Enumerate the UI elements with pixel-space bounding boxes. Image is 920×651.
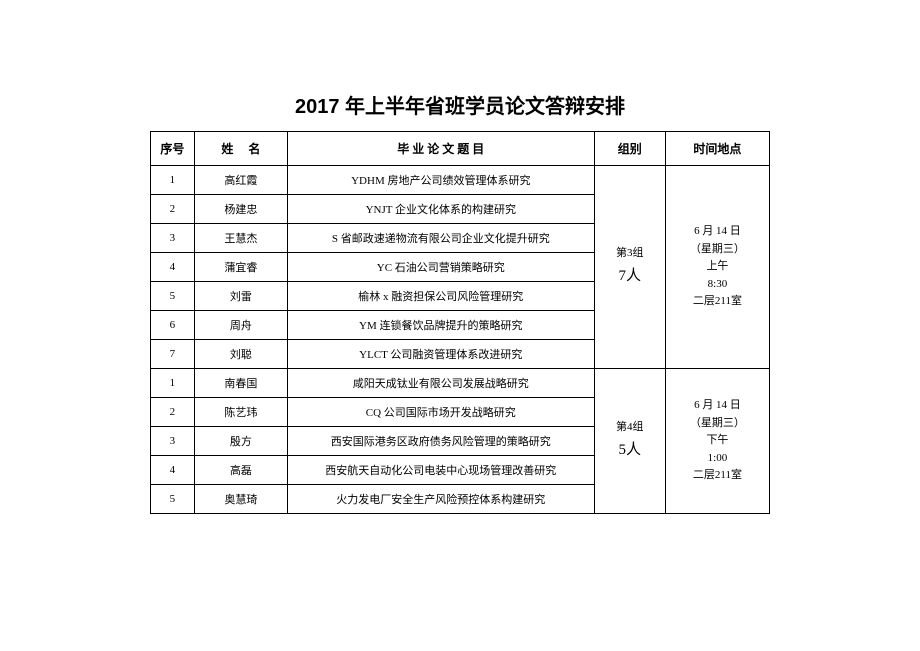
cell-name: 高红霞 [194, 166, 287, 195]
cell-seq: 3 [151, 427, 195, 456]
cell-name: 周舟 [194, 311, 287, 340]
cell-seq: 2 [151, 398, 195, 427]
cell-seq: 4 [151, 253, 195, 282]
cell-seq: 1 [151, 369, 195, 398]
header-name: 姓 名 [194, 132, 287, 166]
cell-name: 高磊 [194, 456, 287, 485]
cell-name: 王慧杰 [194, 224, 287, 253]
cell-seq: 7 [151, 340, 195, 369]
cell-name: 刘聪 [194, 340, 287, 369]
cell-seq: 1 [151, 166, 195, 195]
cell-group: 第3组7人 [594, 166, 665, 369]
header-time: 时间地点 [665, 132, 769, 166]
cell-topic: YDHM 房地产公司绩效管理体系研究 [287, 166, 594, 195]
table-row: 1南春国咸阳天成钛业有限公司发展战略研究第4组5人6 月 14 日（星期三）下午… [151, 369, 770, 398]
cell-name: 杨建忠 [194, 195, 287, 224]
cell-topic: YM 连锁餐饮品牌提升的策略研究 [287, 311, 594, 340]
cell-time: 6 月 14 日（星期三）下午1:00二层211室 [665, 369, 769, 514]
cell-topic: 火力发电厂安全生产风险预控体系构建研究 [287, 485, 594, 514]
table-row: 1高红霞YDHM 房地产公司绩效管理体系研究第3组7人6 月 14 日（星期三）… [151, 166, 770, 195]
group-count: 5人 [599, 437, 661, 464]
cell-seq: 3 [151, 224, 195, 253]
page-title: 2017 年上半年省班学员论文答辩安排 [295, 90, 625, 119]
header-seq: 序号 [151, 132, 195, 166]
cell-topic: 西安国际港务区政府债务风险管理的策略研究 [287, 427, 594, 456]
cell-topic: 咸阳天成钛业有限公司发展战略研究 [287, 369, 594, 398]
group-name: 第3组 [599, 244, 661, 264]
cell-seq: 6 [151, 311, 195, 340]
cell-seq: 5 [151, 282, 195, 311]
cell-name: 蒲宜睿 [194, 253, 287, 282]
cell-name: 南春国 [194, 369, 287, 398]
cell-seq: 5 [151, 485, 195, 514]
cell-name: 陈艺玮 [194, 398, 287, 427]
cell-seq: 2 [151, 195, 195, 224]
cell-name: 刘雷 [194, 282, 287, 311]
group-name: 第4组 [599, 418, 661, 438]
cell-topic: S 省邮政速递物流有限公司企业文化提升研究 [287, 224, 594, 253]
cell-topic: CQ 公司国际市场开发战略研究 [287, 398, 594, 427]
cell-time: 6 月 14 日（星期三）上午8:30二层211室 [665, 166, 769, 369]
header-topic: 毕 业 论 文 题 目 [287, 132, 594, 166]
schedule-table: 序号 姓 名 毕 业 论 文 题 目 组别 时间地点 1高红霞YDHM 房地产公… [150, 131, 770, 514]
cell-seq: 4 [151, 456, 195, 485]
cell-topic: 榆林 x 融资担保公司风险管理研究 [287, 282, 594, 311]
cell-topic: YNJT 企业文化体系的构建研究 [287, 195, 594, 224]
cell-name: 奥慧琦 [194, 485, 287, 514]
cell-group: 第4组5人 [594, 369, 665, 514]
cell-topic: YLCT 公司融资管理体系改进研究 [287, 340, 594, 369]
header-row: 序号 姓 名 毕 业 论 文 题 目 组别 时间地点 [151, 132, 770, 166]
cell-name: 殷方 [194, 427, 287, 456]
cell-topic: YC 石油公司营销策略研究 [287, 253, 594, 282]
group-count: 7人 [599, 263, 661, 290]
header-group: 组别 [594, 132, 665, 166]
cell-topic: 西安航天自动化公司电装中心现场管理改善研究 [287, 456, 594, 485]
